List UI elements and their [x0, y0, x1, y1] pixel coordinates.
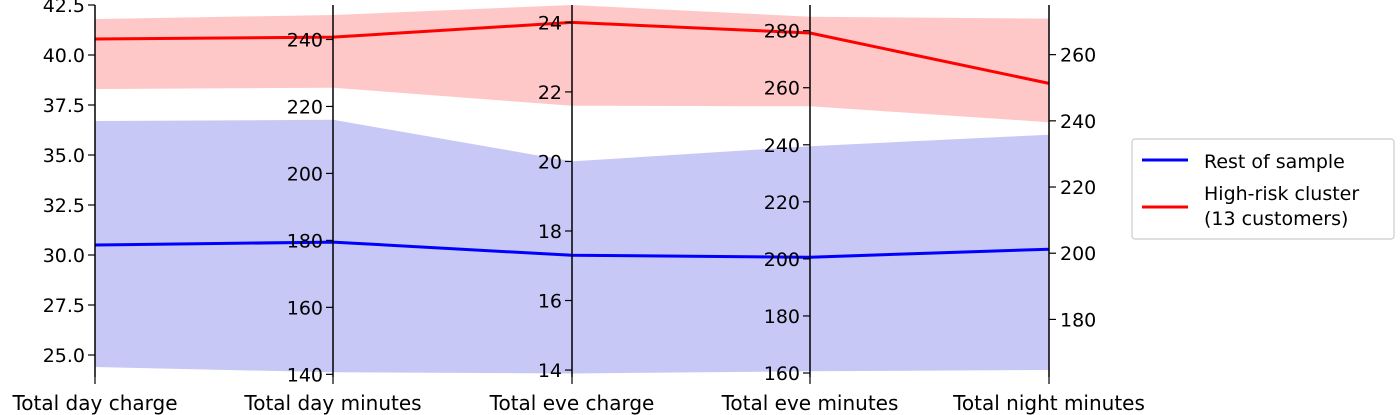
x-label-total-eve-charge: Total eve charge [489, 391, 655, 415]
x-label-total-day-charge: Total day charge [11, 391, 177, 415]
legend: Rest of sample High-risk cluster (13 cus… [1131, 138, 1395, 240]
y-tick-label: 280 [764, 21, 800, 43]
y-tick-label: 35.0 [43, 145, 85, 167]
y-tick-label: 40.0 [43, 45, 85, 67]
y-tick-label: 240 [287, 29, 323, 51]
x-label-total-night-minutes: Total night minutes [952, 391, 1145, 415]
y-tick-label: 220 [764, 192, 800, 214]
x-label-total-day-minutes: Total day minutes [243, 391, 421, 415]
y-tick-label: 24 [538, 12, 562, 34]
y-tick-label: 18 [538, 221, 562, 243]
axes-group: 25.0 27.5 30.0 32.5 35.0 37.5 40.0 42.5 140 160 18… [43, 0, 1097, 386]
y-tick-label: 160 [764, 363, 800, 385]
y-tick-label: 20 [538, 151, 562, 173]
y-tick-label: 180 [764, 306, 800, 328]
y-tick-label: 240 [1060, 111, 1096, 133]
y-tick-label: 180 [287, 230, 323, 252]
y-tick-label: 200 [764, 249, 800, 271]
y-tick-label: 32.5 [43, 195, 85, 217]
y-tick-label: 160 [287, 297, 323, 319]
legend-frame [1131, 138, 1395, 240]
legend-label-rest: Rest of sample [1204, 151, 1345, 173]
y-tick-label: 30.0 [43, 245, 85, 267]
y-tick-label: 16 [538, 291, 562, 313]
x-label-total-eve-minutes: Total eve minutes [721, 391, 899, 415]
y-tick-label: 22 [538, 82, 562, 104]
y-tick-label: 240 [764, 135, 800, 157]
y-tick-label: 37.5 [43, 95, 85, 117]
x-category-labels: Total day charge Total day minutes Total e… [11, 391, 1144, 415]
y-tick-label: 180 [1060, 309, 1096, 331]
y-tick-label: 200 [1060, 243, 1096, 265]
y-tick-label: 200 [287, 163, 323, 185]
y-tick-label: 14 [538, 360, 562, 382]
y-tick-label: 260 [764, 78, 800, 100]
y-tick-label: 220 [1060, 177, 1096, 199]
y-tick-label: 27.5 [43, 295, 85, 317]
legend-label-high-risk: High-risk cluster (13 customers) [1204, 183, 1365, 230]
y-tick-label: 260 [1060, 45, 1096, 67]
y-tick-label: 140 [287, 364, 323, 386]
y-tick-label: 42.5 [43, 0, 85, 17]
y-tick-label: 220 [287, 96, 323, 118]
y-tick-label: 25.0 [43, 345, 85, 367]
